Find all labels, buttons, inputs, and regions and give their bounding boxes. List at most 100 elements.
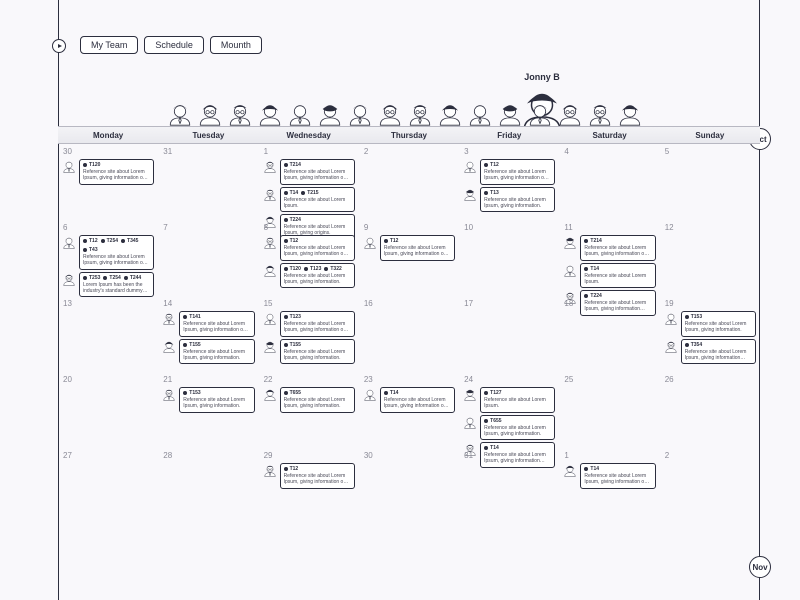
task-item[interactable]: T12Reference site about Lorem Ipsum, giv… — [463, 159, 555, 185]
calendar-cell[interactable]: 10 — [459, 220, 559, 296]
task-item[interactable]: T14Reference site about Lorem Ipsum. — [563, 263, 655, 289]
calendar-cell[interactable]: 2 — [660, 448, 760, 498]
calendar-cell[interactable]: 15 T123Reference site about Lorem Ipsum,… — [259, 296, 359, 372]
task-item[interactable]: T14Reference site about Lorem Ipsum, giv… — [363, 387, 455, 413]
task-item[interactable]: T123Reference site about Lorem Ipsum, gi… — [263, 311, 355, 337]
day-number: 3 — [464, 147, 468, 156]
calendar-cell[interactable]: 25 — [559, 372, 659, 448]
team-avatar[interactable] — [377, 100, 403, 126]
task-desc: Reference site about Lorem Ipsum. — [484, 397, 551, 410]
task-card: T155Reference site about Lorem Ipsum, gi… — [179, 339, 254, 365]
calendar-cell[interactable]: 6 T12T254T345T43Reference site about Lor… — [58, 220, 158, 296]
task-desc: Reference site about Lorem Ipsum, giving… — [183, 397, 250, 410]
calendar-cell[interactable]: 26 — [660, 372, 760, 448]
calendar-cell[interactable]: 4 — [559, 144, 659, 220]
calendar-cell[interactable]: 1 T14Reference site about Lorem Ipsum, g… — [559, 448, 659, 498]
calendar-cell[interactable]: 8 T12Reference site about Lorem Ipsum, g… — [259, 220, 359, 296]
task-badge: T153 — [183, 390, 200, 396]
task-item[interactable]: T120Reference site about Lorem Ipsum, gi… — [62, 159, 154, 185]
calendar-cell[interactable]: 21 T153Reference site about Lorem Ipsum,… — [158, 372, 258, 448]
calendar-cell[interactable]: 12 — [660, 220, 760, 296]
calendar-cell[interactable]: 13 — [58, 296, 158, 372]
task-item[interactable]: T655Reference site about Lorem Ipsum, gi… — [463, 415, 555, 441]
team-avatar[interactable] — [347, 100, 373, 126]
team-avatar[interactable] — [227, 100, 253, 126]
calendar-cell[interactable]: 19 T153Reference site about Lorem Ipsum,… — [660, 296, 760, 372]
calendar-cell[interactable]: 28 — [158, 448, 258, 498]
calendar-cell[interactable]: 2 — [359, 144, 459, 220]
calendar-cell[interactable]: 31 — [158, 144, 258, 220]
day-number: 30 — [364, 451, 373, 460]
calendar-cell[interactable]: 29 T12Reference site about Lorem Ipsum, … — [259, 448, 359, 498]
task-item[interactable]: T12Reference site about Lorem Ipsum, giv… — [263, 235, 355, 261]
task-item[interactable]: T155Reference site about Lorem Ipsum, gi… — [162, 339, 254, 365]
calendar-cell[interactable]: 23 T14Reference site about Lorem Ipsum, … — [359, 372, 459, 448]
team-avatar[interactable] — [167, 100, 193, 126]
weekday: Tuesday — [158, 127, 258, 143]
team-avatar[interactable] — [197, 100, 223, 126]
task-item[interactable]: T153Reference site about Lorem Ipsum, gi… — [664, 311, 756, 337]
team-avatar[interactable] — [527, 100, 553, 126]
task-item[interactable]: T12Reference site about Lorem Ipsum, giv… — [363, 235, 455, 261]
calendar-cell[interactable]: 30 — [359, 448, 459, 498]
team-avatar[interactable] — [257, 100, 283, 126]
team-avatar[interactable] — [467, 100, 493, 126]
team-avatar[interactable] — [497, 100, 523, 126]
team-avatar[interactable] — [617, 100, 643, 126]
task-item[interactable]: T214Reference site about Lorem Ipsum, gi… — [263, 159, 355, 185]
task-avatar — [463, 415, 477, 429]
task-item[interactable]: T14T215Reference site about Lorem Ipsum. — [263, 187, 355, 213]
crumb-my-team[interactable]: My Team — [80, 36, 138, 54]
calendar-cell[interactable]: 5 — [660, 144, 760, 220]
calendar-cell[interactable]: 18 — [559, 296, 659, 372]
calendar-cell[interactable]: 17 — [459, 296, 559, 372]
task-card: T12Reference site about Lorem Ipsum, giv… — [280, 235, 355, 261]
calendar-cell[interactable]: 30 T120Reference site about Lorem Ipsum,… — [58, 144, 158, 220]
crumb-schedule[interactable]: Schedule — [144, 36, 204, 54]
team-avatar[interactable] — [317, 100, 343, 126]
task-desc: Reference site about Lorem Ipsum, giving… — [584, 245, 651, 258]
calendar-cell[interactable]: 3 T12Reference site about Lorem Ipsum, g… — [459, 144, 559, 220]
task-card: T153Reference site about Lorem Ipsum, gi… — [179, 387, 254, 413]
calendar-cell[interactable]: 14 T141Reference site about Lorem Ipsum,… — [158, 296, 258, 372]
task-item[interactable]: T120T123T322Reference site about Lorem I… — [263, 263, 355, 289]
task-item[interactable]: T354Reference site about Lorem Ipsum, gi… — [664, 339, 756, 365]
task-item[interactable]: T153Reference site about Lorem Ipsum, gi… — [162, 387, 254, 413]
task-badge: T14 — [284, 190, 299, 196]
task-item[interactable]: T13Reference site about Lorem Ipsum, giv… — [463, 187, 555, 213]
crumb-month[interactable]: Mounth — [210, 36, 262, 54]
play-button[interactable] — [52, 39, 66, 53]
task-badge: T214 — [284, 162, 301, 168]
task-item[interactable]: T155Reference site about Lorem Ipsum, gi… — [263, 339, 355, 365]
team-avatar[interactable] — [407, 100, 433, 126]
calendar-cell[interactable]: 1 T214Reference site about Lorem Ipsum, … — [259, 144, 359, 220]
task-avatar — [363, 387, 377, 401]
task-badge: T14 — [384, 390, 399, 396]
calendar-cell[interactable]: 22 T655Reference site about Lorem Ipsum,… — [259, 372, 359, 448]
team-avatar[interactable] — [287, 100, 313, 126]
team-avatar[interactable] — [557, 100, 583, 126]
task-item[interactable]: T141Reference site about Lorem Ipsum, gi… — [162, 311, 254, 337]
task-item[interactable]: T127Reference site about Lorem Ipsum. — [463, 387, 555, 413]
team-avatar[interactable] — [587, 100, 613, 126]
calendar-cell[interactable]: 16 — [359, 296, 459, 372]
calendar-cell[interactable]: 27 — [58, 448, 158, 498]
team-avatar[interactable] — [437, 100, 463, 126]
task-item[interactable]: T12T254T345T43Reference site about Lorem… — [62, 235, 154, 270]
task-item[interactable]: T214Reference site about Lorem Ipsum, gi… — [563, 235, 655, 261]
day-number: 17 — [464, 299, 473, 308]
calendar-cell[interactable]: 7 — [158, 220, 258, 296]
day-number: 5 — [665, 147, 669, 156]
task-item[interactable]: T253T254T244Lorem Ipsum has been the ind… — [62, 272, 154, 298]
task-item[interactable]: T14Reference site about Lorem Ipsum, giv… — [563, 463, 655, 489]
task-avatar — [162, 387, 176, 401]
calendar-cell[interactable]: 11 T214Reference site about Lorem Ipsum,… — [559, 220, 659, 296]
task-item[interactable]: T12Reference site about Lorem Ipsum, giv… — [263, 463, 355, 489]
day-number: 13 — [63, 299, 72, 308]
calendar-cell[interactable]: 31 — [459, 448, 559, 498]
calendar-cell[interactable]: 20 — [58, 372, 158, 448]
calendar-cell[interactable]: 24 T127Reference site about Lorem Ipsum.… — [459, 372, 559, 448]
task-item[interactable]: T655Reference site about Lorem Ipsum, gi… — [263, 387, 355, 413]
day-number: 26 — [665, 375, 674, 384]
calendar-cell[interactable]: 9 T12Reference site about Lorem Ipsum, g… — [359, 220, 459, 296]
